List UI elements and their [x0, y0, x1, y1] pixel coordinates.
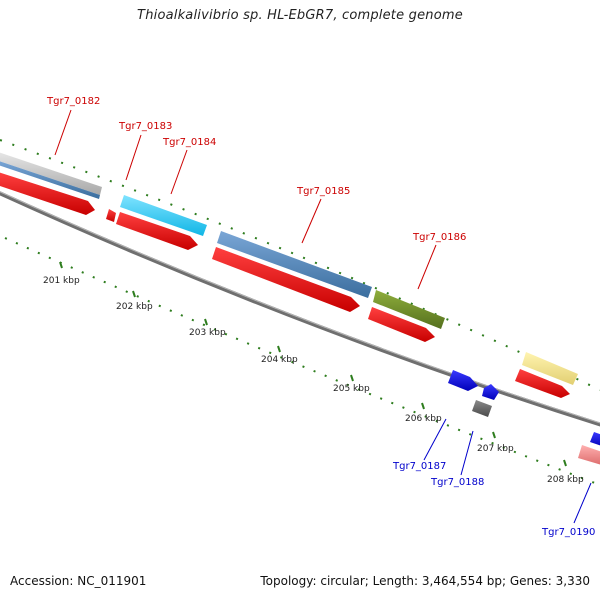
gene-feature-0188-gray [472, 400, 492, 417]
accession-text: Accession: NC_011901 [10, 574, 147, 588]
genome-backbone [0, 191, 600, 427]
scale-label: 208 kbp [547, 475, 584, 485]
gene-label: Tgr7_0187 [392, 461, 446, 472]
scale-tick-ring [4, 237, 600, 486]
gene-features [0, 152, 600, 465]
gene-label: Tgr7_0190 [541, 527, 595, 538]
gene-feature-yellow-cog [522, 352, 578, 385]
gene-feature-0182-cog [0, 152, 102, 195]
cds-arrow-0183 [106, 209, 116, 222]
scale-label: 204 kbp [261, 355, 298, 365]
gene-feature-0185-cog [217, 231, 372, 298]
gene-labels: Tgr7_0182 Tgr7_0183 Tgr7_0184 Tgr7_0185 … [46, 96, 595, 538]
outer-tick-ring [0, 139, 600, 391]
cds-arrow-yellow [515, 369, 570, 398]
cds-arrow-0186 [368, 307, 435, 342]
scale-label: 202 kbp [116, 302, 153, 312]
cds-arrow-0182 [0, 172, 95, 215]
gene-label: Tgr7_0188 [430, 477, 484, 488]
gene-feature-0186-cog [373, 290, 445, 329]
cds-arrow-0185 [212, 247, 360, 312]
cds-arrow-0187 [448, 370, 478, 391]
gene-feature-0184-cog [120, 195, 207, 236]
map-title: Thioalkalivibrio sp. HL-EbGR7, complete … [137, 8, 463, 23]
cds-arrow-0190 [590, 432, 600, 446]
scale-major-ticks [59, 261, 567, 467]
scale-label: 205 kbp [333, 384, 370, 394]
scale-label: 206 kbp [405, 414, 442, 424]
gene-label: Tgr7_0184 [162, 137, 216, 148]
scale-label: 203 kbp [189, 328, 226, 338]
scale-label: 207 kbp [477, 444, 514, 454]
gene-label: Tgr7_0183 [118, 121, 172, 132]
genome-summary-text: Topology: circular; Length: 3,464,554 bp… [260, 574, 590, 588]
scale-label: 201 kbp [43, 276, 80, 286]
gene-label: Tgr7_0182 [46, 96, 100, 107]
gene-feature-pink-cog [578, 445, 600, 465]
cds-arrow-0188 [482, 384, 499, 400]
gene-feature-0182-cog-lower [0, 161, 100, 199]
label-leaders [54, 109, 592, 524]
gene-label: Tgr7_0185 [296, 186, 350, 197]
genome-backbone-highlight [0, 191, 600, 424]
gene-label: Tgr7_0186 [412, 232, 466, 243]
cds-arrow-0184 [116, 212, 198, 250]
scale-labels: 201 kbp 202 kbp 203 kbp 204 kbp 205 kbp … [43, 276, 584, 485]
